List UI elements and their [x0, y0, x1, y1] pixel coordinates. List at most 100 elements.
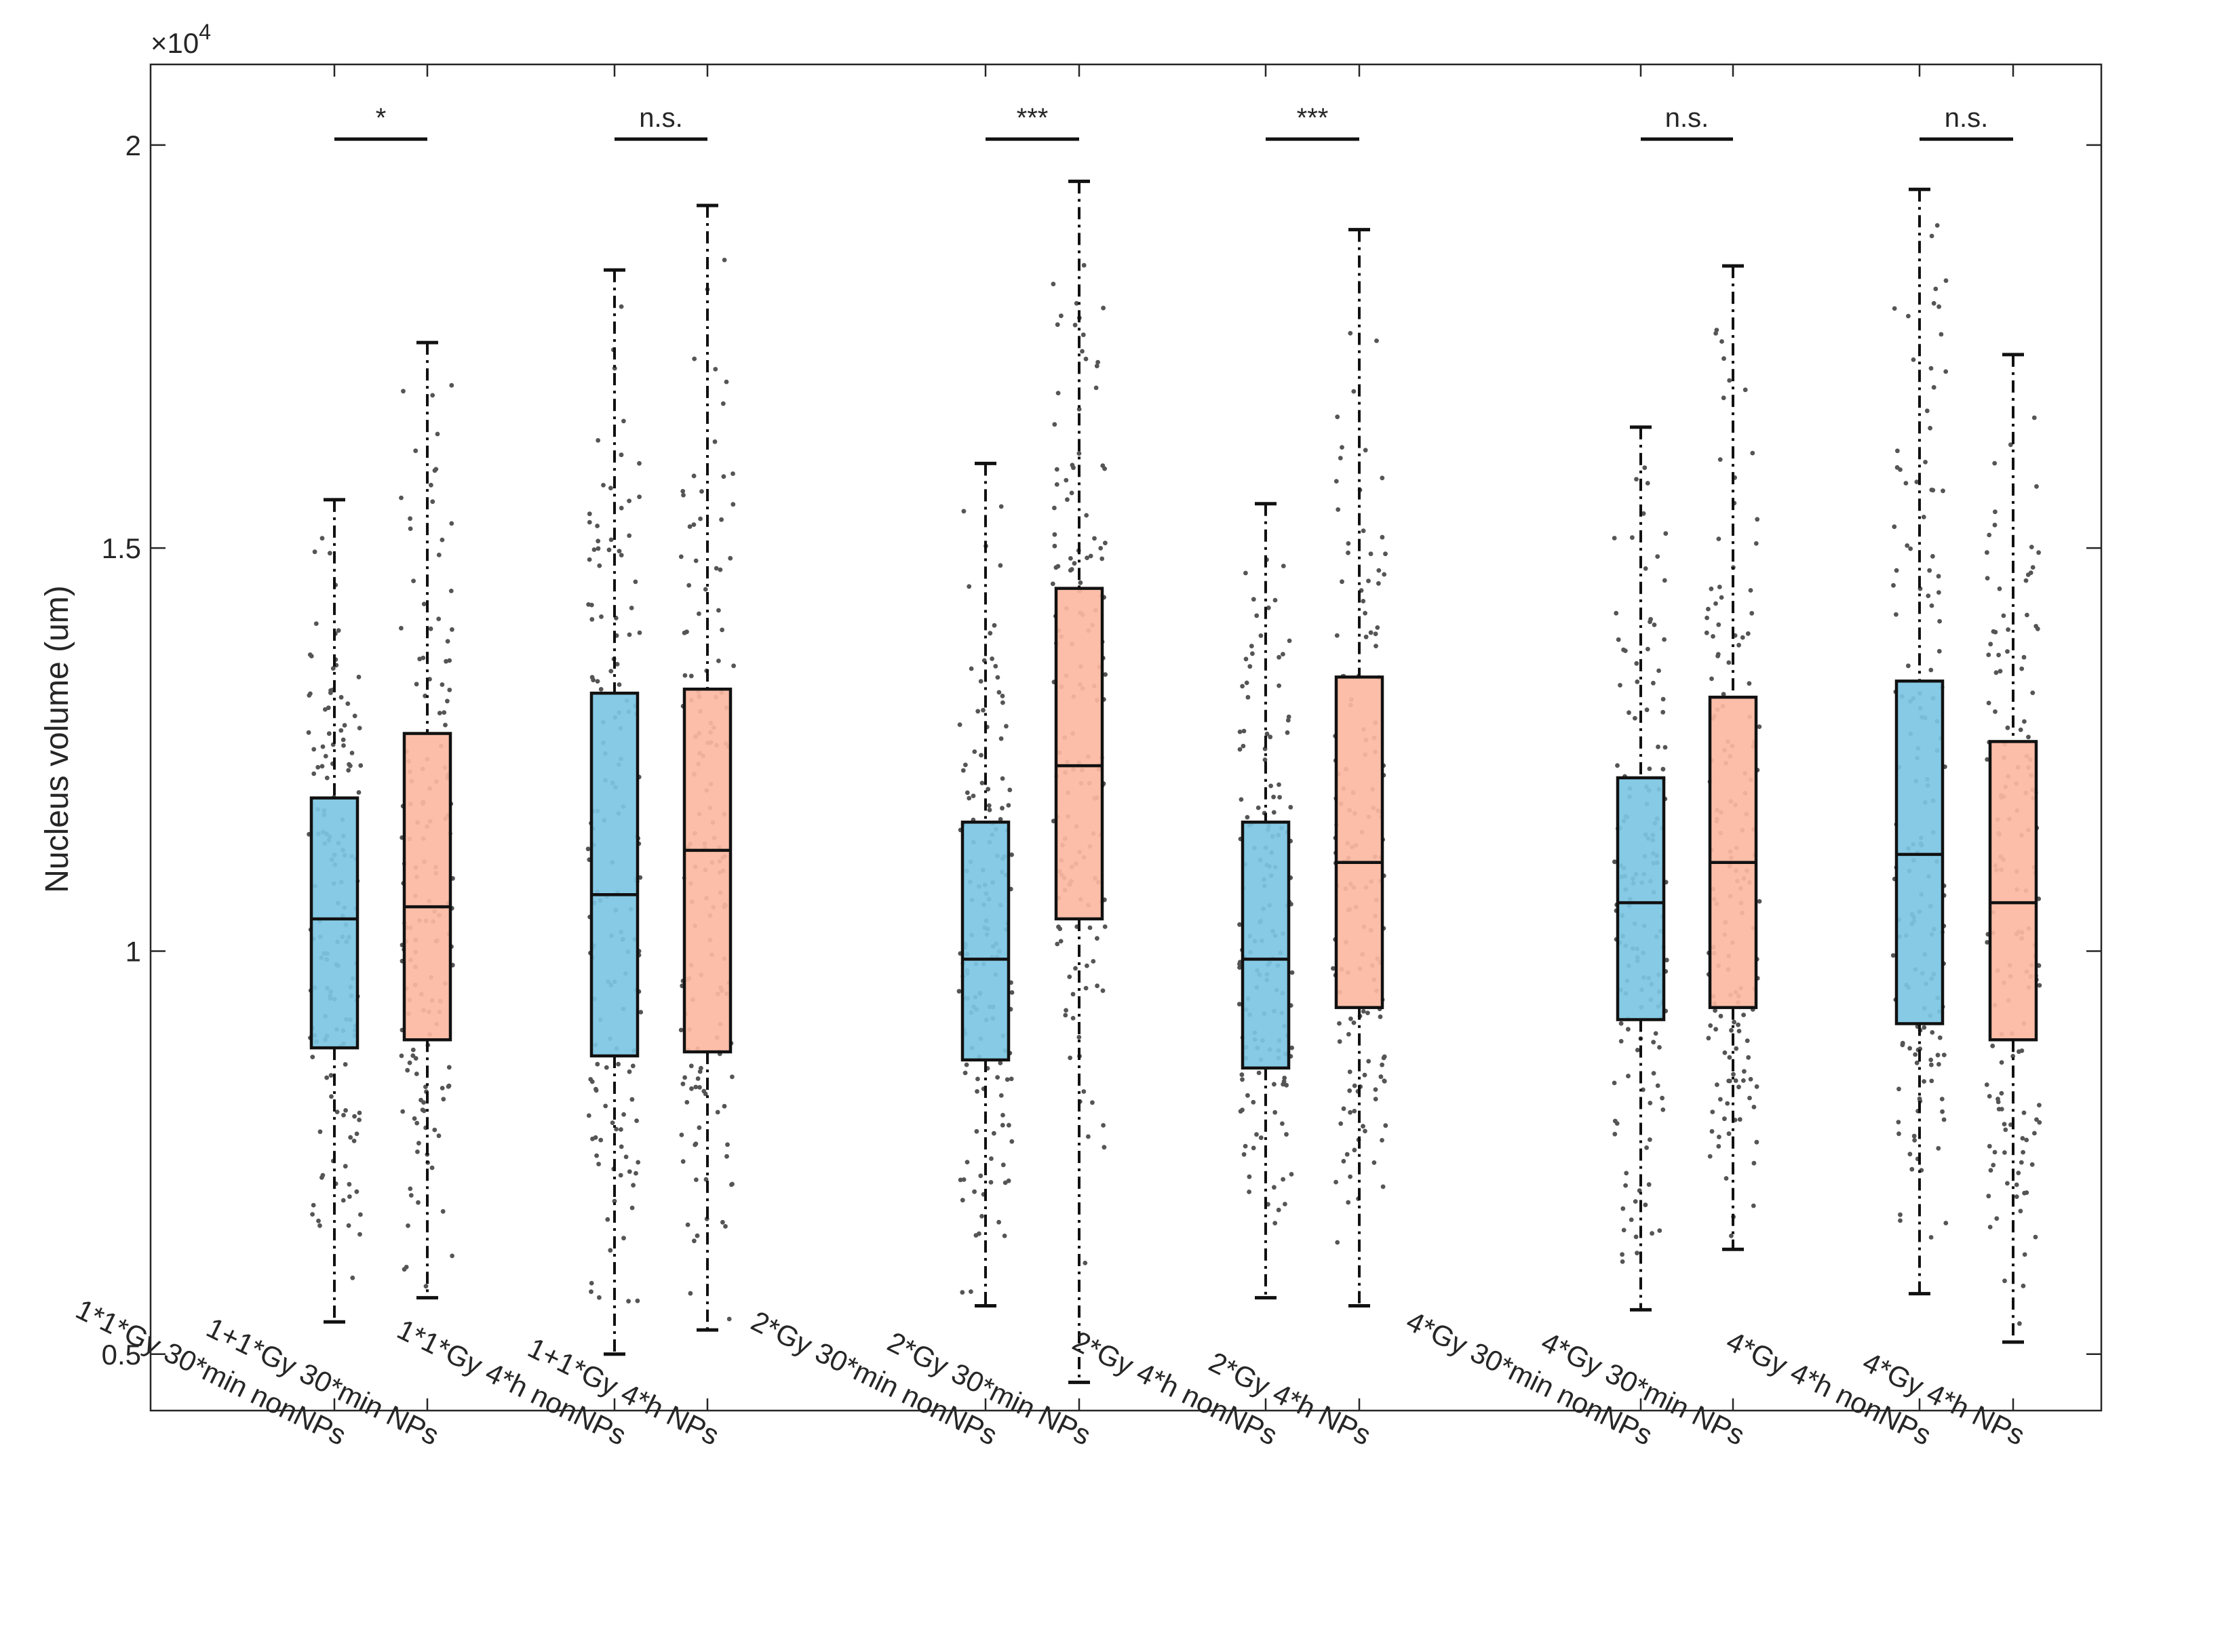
data-point: [338, 728, 343, 733]
data-point: [1363, 1129, 1367, 1134]
data-point: [1908, 547, 1913, 551]
data-point: [442, 710, 446, 715]
box-NPs: [684, 689, 731, 1052]
data-point: [355, 1132, 359, 1137]
data-point: [1928, 426, 1932, 431]
data-point: [2002, 1278, 2007, 1283]
data-point: [589, 1281, 594, 1286]
data-point: [1727, 1131, 1732, 1136]
data-point: [1379, 1074, 1384, 1079]
data-point: [449, 383, 454, 388]
data-point: [1648, 620, 1652, 625]
data-point: [1249, 644, 1254, 648]
data-point: [2022, 720, 2027, 724]
data-point: [682, 1076, 687, 1080]
data-point: [696, 1076, 701, 1081]
data-point: [997, 690, 1002, 695]
data-point: [2032, 416, 2037, 420]
data-point: [697, 612, 701, 616]
data-point: [358, 1213, 363, 1217]
data-point: [319, 1175, 324, 1180]
data-point: [409, 1193, 414, 1198]
data-point: [2016, 1171, 2021, 1175]
data-point: [686, 583, 691, 588]
data-point: [1912, 1134, 1917, 1139]
data-point: [1655, 554, 1660, 559]
data-point: [979, 679, 984, 684]
data-point: [1987, 1144, 1992, 1149]
data-point: [399, 626, 404, 631]
data-point: [357, 790, 362, 795]
data-point: [1987, 533, 1991, 538]
data-point: [410, 1053, 415, 1058]
data-point: [626, 1299, 631, 1303]
data-point: [1366, 1059, 1371, 1064]
significance-label: n.s.: [1665, 103, 1709, 133]
data-point: [1070, 463, 1075, 467]
data-point: [692, 357, 697, 361]
data-point: [590, 1080, 595, 1084]
data-point: [1736, 643, 1741, 648]
data-point: [2021, 1136, 2025, 1141]
data-point: [1251, 597, 1256, 602]
data-point: [595, 1062, 600, 1067]
data-point: [1716, 1144, 1721, 1149]
data-point: [1634, 477, 1639, 481]
data-point: [347, 1223, 351, 1228]
data-point: [634, 1118, 639, 1123]
data-point: [1340, 579, 1344, 584]
data-point: [1662, 578, 1667, 583]
data-point: [432, 1128, 437, 1133]
data-point: [1071, 1016, 1076, 1021]
data-point: [1713, 331, 1718, 336]
data-point: [1656, 669, 1661, 673]
data-point: [331, 666, 336, 671]
data-point: [2037, 1120, 2042, 1125]
data-point: [1103, 540, 1108, 545]
data-point: [1927, 568, 1932, 573]
data-point: [1710, 1109, 1715, 1114]
data-point: [1382, 1055, 1387, 1059]
data-point: [722, 474, 726, 479]
data-point: [328, 551, 332, 555]
data-point: [1751, 1204, 1756, 1208]
data-point: [1068, 1056, 1072, 1061]
data-point: [341, 743, 346, 748]
data-point: [682, 631, 687, 635]
data-point: [339, 695, 344, 700]
data-point: [1741, 1012, 1746, 1017]
data-point: [1742, 1069, 1747, 1074]
data-point: [1272, 810, 1277, 815]
data-point: [1895, 448, 1900, 453]
box-nonNPs: [1618, 778, 1664, 1020]
data-point: [345, 701, 350, 706]
data-point: [731, 502, 735, 507]
data-point: [1624, 1171, 1629, 1176]
data-point: [1898, 1213, 1903, 1217]
data-point: [1991, 1163, 1995, 1168]
data-point: [965, 791, 970, 795]
data-point: [1052, 506, 1057, 511]
data-point: [1281, 564, 1286, 568]
box-NPs: [404, 734, 450, 1040]
data-point: [1896, 1086, 1901, 1091]
data-point: [353, 713, 357, 718]
data-point: [703, 587, 708, 592]
data-point: [341, 1113, 346, 1118]
data-point: [1063, 1013, 1068, 1018]
data-point: [411, 1048, 416, 1053]
data-point: [1985, 550, 1989, 555]
data-point: [2036, 627, 2040, 631]
data-point: [343, 1108, 348, 1113]
data-point: [1755, 1084, 1759, 1089]
data-point: [1102, 1145, 1107, 1149]
data-point: [1265, 732, 1270, 736]
data-point: [1099, 557, 1104, 562]
data-point: [436, 616, 441, 621]
data-point: [617, 549, 622, 553]
data-point: [1338, 1039, 1342, 1044]
data-point: [441, 1097, 446, 1101]
data-point: [603, 1104, 608, 1109]
data-point: [695, 1234, 700, 1238]
data-point: [1380, 1138, 1384, 1143]
